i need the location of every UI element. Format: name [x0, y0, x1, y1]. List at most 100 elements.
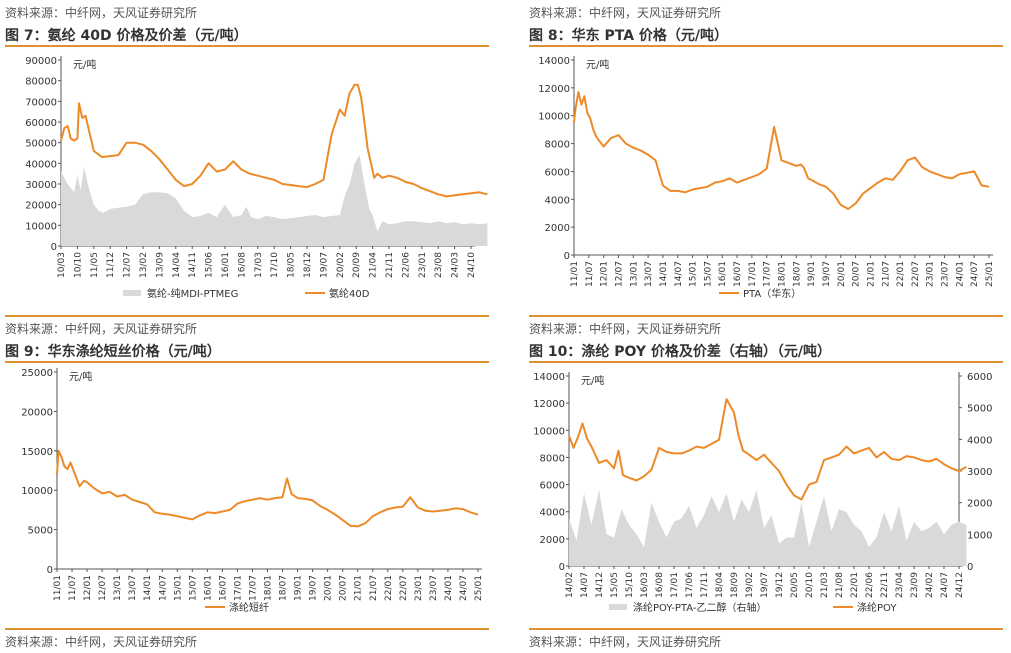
- x-tick-label: 14/07: [674, 261, 684, 287]
- y-tick-label: 10000: [21, 486, 53, 497]
- x-tick-label: 24/07: [940, 572, 950, 598]
- x-tick-label: 18/05: [287, 252, 297, 278]
- pta-price-chart: 0 2000 4000 6000 8000 10000 12000 14000 元/吨 11/01…: [538, 56, 995, 300]
- y-tick-label: 0: [51, 242, 57, 253]
- x-tick-label: 10/03: [57, 252, 67, 278]
- x-tick-label: 16/01: [203, 575, 213, 601]
- x-tick-label: 24/01: [444, 575, 454, 601]
- x-tick-label: 12/07: [98, 575, 108, 601]
- x-tick-label: 21/07: [881, 261, 891, 287]
- x-tick-label: 22/11: [880, 572, 890, 598]
- x-tick-label: 24/01: [955, 261, 965, 287]
- x-tick-label: 23/09: [910, 572, 920, 598]
- x-tick-label: 16/01: [221, 252, 231, 278]
- x-tick-label: 15/06: [205, 252, 215, 278]
- y-tick-label: 25000: [21, 368, 53, 379]
- y-tick-label: 4000: [545, 195, 570, 206]
- y-tick-label: 70000: [25, 97, 57, 108]
- x-tick-label: 14/01: [659, 261, 669, 287]
- x-tick-label: 10/10: [73, 252, 83, 278]
- y-tick-label-right: 0: [967, 562, 973, 573]
- x-tick-label: 13/01: [113, 575, 123, 601]
- x-tick-label: 20/07: [852, 261, 862, 287]
- x-tick-label: 23/04: [895, 572, 905, 598]
- x-tick-label: 18/09: [730, 572, 740, 598]
- legend-label: 氨纶40D: [329, 287, 370, 300]
- x-tick-label: 20/01: [837, 261, 847, 287]
- source-note: 资料来源：中纤网，天风证券研究所: [5, 322, 198, 336]
- y-tick-label-right: 6000: [967, 372, 992, 383]
- y-tick-label-right: 1000: [967, 530, 992, 541]
- x-tick-label: 13/07: [128, 575, 138, 601]
- x-tick-label: 15/05: [610, 572, 620, 598]
- chart-title: 图 7：氨纶 40D 价格及价差（元/吨）: [5, 28, 248, 44]
- x-tick-label: 22/01: [850, 572, 860, 598]
- x-tick-label: 13/09: [155, 252, 165, 278]
- x-tick-label: 15/01: [173, 575, 183, 601]
- x-tick-label: 21/01: [866, 261, 876, 287]
- series-area: [61, 155, 488, 246]
- x-tick-label: 17/01: [670, 572, 680, 598]
- spandex-price-chart: 0 10000 20000 30000 40000 50000 60000 70000 8000…: [25, 56, 488, 300]
- x-tick-label: 15/10: [625, 572, 635, 598]
- y-tick-label: 2000: [540, 535, 565, 546]
- y-tick-label: 90000: [25, 56, 57, 67]
- x-tick-label: 14/12: [595, 572, 605, 598]
- y-tick-label: 20000: [21, 407, 53, 418]
- section-rule: [5, 315, 489, 317]
- x-tick-label: 21/01: [354, 575, 364, 601]
- x-tick-label: 17/06: [685, 572, 695, 598]
- y-tick-label: 14000: [538, 56, 570, 67]
- y-tick-label: 8000: [540, 453, 565, 464]
- x-tick-label: 21/07: [369, 575, 379, 601]
- x-tick-label: 17/10: [270, 252, 280, 278]
- y-tick-label: 40000: [25, 159, 57, 170]
- x-tick-label: 25/01: [474, 575, 484, 601]
- x-tick-label: 13/02: [139, 252, 149, 278]
- x-tick-label: 22/01: [384, 575, 394, 601]
- series-line: [568, 398, 967, 501]
- legend-label: 氨纶-纯MDI-PTMEG: [147, 287, 238, 300]
- source-note: 资料来源：中纤网，天风证券研究所: [529, 635, 722, 649]
- x-tick-label: 23/01: [414, 575, 424, 601]
- x-tick-label: 17/11: [700, 572, 710, 598]
- x-tick-label: 25/01: [985, 261, 995, 287]
- x-tick-label: 11/01: [53, 575, 63, 601]
- x-tick-label: 17/07: [763, 261, 773, 287]
- unit-label: 元/吨: [581, 374, 604, 387]
- chart-title: 图 10：涤纶 POY 价格及价差（右轴）（元/吨）: [529, 344, 832, 360]
- x-tick-label: 13/07: [644, 261, 654, 287]
- x-tick-label: 19/01: [807, 261, 817, 287]
- y-tick-label: 12000: [538, 84, 570, 95]
- x-tick-label: 23/08: [434, 252, 444, 278]
- x-tick-label: 19/07: [309, 575, 319, 601]
- x-tick-label: 17/03: [254, 252, 264, 278]
- y-tick-label: 8000: [545, 140, 570, 151]
- x-tick-label: 18/07: [279, 575, 289, 601]
- x-tick-label: 21/11: [385, 252, 395, 278]
- title-rule: [529, 45, 1003, 47]
- x-tick-label: 17/07: [248, 575, 258, 601]
- x-tick-label: 23/01: [418, 252, 428, 278]
- y-tick-label: 0: [559, 562, 565, 573]
- unit-label: 元/吨: [586, 58, 609, 71]
- x-tick-label: 24/02: [925, 572, 935, 598]
- y-tick-label: 12000: [533, 399, 565, 410]
- poy-price-chart: 0 2000 4000 6000 8000 10000 12000 14000 0 1000 200…: [533, 372, 992, 614]
- x-tick-label: 14/04: [172, 252, 182, 278]
- legend-label: PTA（华东）: [743, 287, 801, 300]
- x-tick-label: 22/07: [399, 575, 409, 601]
- x-tick-label: 11/07: [68, 575, 78, 601]
- x-tick-label: 17/01: [233, 575, 243, 601]
- x-tick-label: 11/01: [570, 261, 580, 287]
- x-tick-label: 22/01: [896, 261, 906, 287]
- legend-label: 涤纶POY: [857, 601, 897, 614]
- title-rule: [5, 45, 489, 47]
- x-tick-label: 18/07: [792, 261, 802, 287]
- x-tick-label: 16/01: [718, 261, 728, 287]
- section-rule: [529, 315, 1003, 317]
- x-tick-label: 14/01: [143, 575, 153, 601]
- polyester-staple-price-chart: 0 5000 10000 15000 20000 25000 元/吨 11/01 11/07 12…: [21, 368, 484, 614]
- x-tick-label: 22/06: [865, 572, 875, 598]
- x-tick-label: 13/01: [629, 261, 639, 287]
